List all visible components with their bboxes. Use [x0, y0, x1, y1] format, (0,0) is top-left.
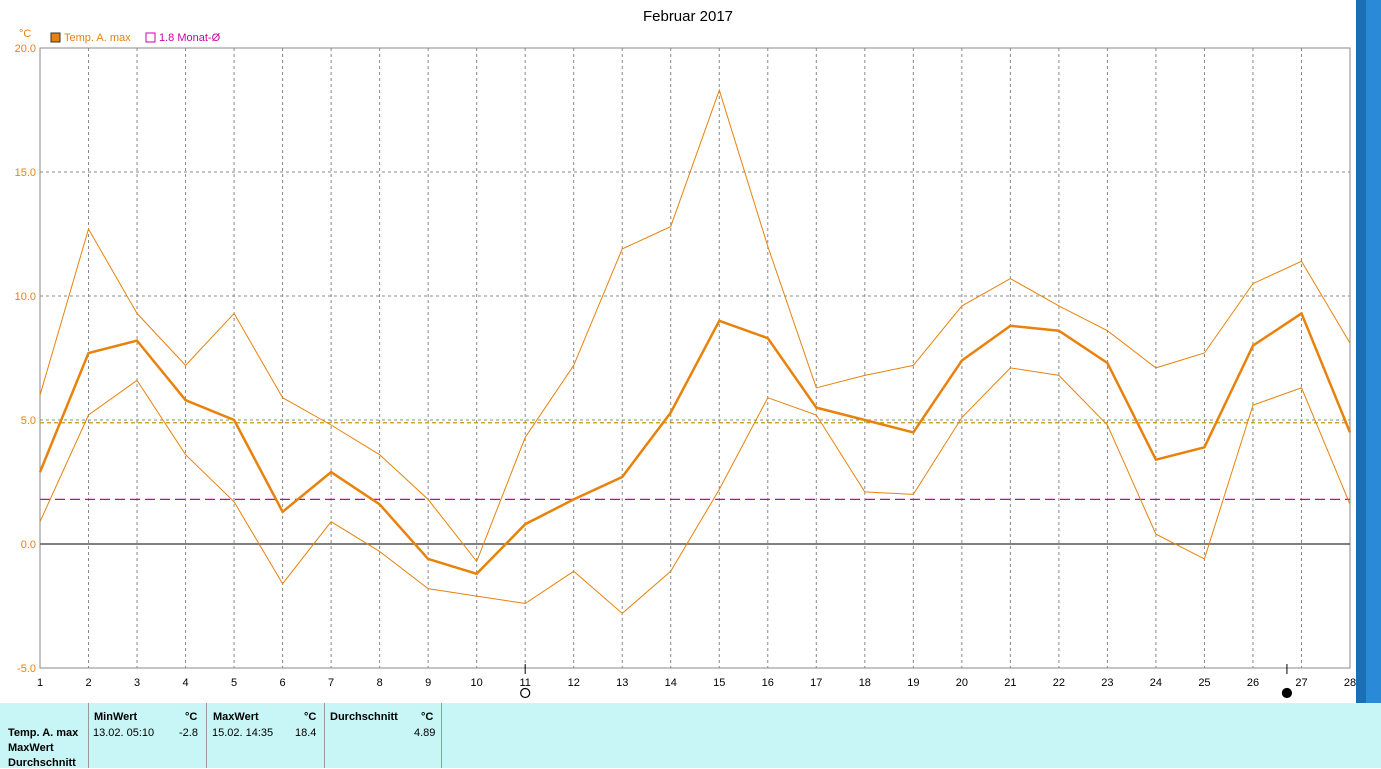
legend: Temp. A. max 1.8 Monat-Ø	[50, 32, 221, 44]
x-tick-label: 27	[1295, 677, 1307, 689]
avg-value: 4.89	[414, 727, 436, 739]
x-tick-label: 16	[762, 677, 774, 689]
full-moon-icon	[520, 687, 531, 699]
y-tick-label: 5.0	[21, 415, 36, 427]
min-time: 13.02. 05:10	[93, 727, 155, 739]
grid	[40, 48, 1350, 668]
x-tick-label: 20	[956, 677, 968, 689]
x-tick-label: 21	[1004, 677, 1016, 689]
series-line-lower	[39, 367, 1351, 615]
min-value: -2.8	[179, 727, 198, 739]
axes: 20.015.010.05.00.0-5.01 2 3 4 5 6 7 8 9 10 11 12 13 1…	[15, 43, 1356, 699]
x-tick-label: 12	[568, 677, 580, 689]
x-tick-label: 23	[1101, 677, 1113, 689]
stats-panel: Temp. A. max MaxWert Durchschnitt MinWer…	[0, 703, 1381, 769]
chart-title: Februar 2017	[643, 8, 733, 25]
max-unit: °C	[304, 711, 317, 723]
x-tick-label: 5	[231, 677, 237, 689]
series-line-main	[38, 311, 1352, 576]
legend-label: Temp. A. max	[64, 32, 131, 44]
x-tick-label: 13	[616, 677, 628, 689]
x-tick-label: 10	[471, 677, 483, 689]
y-tick-label: 0.0	[21, 539, 36, 551]
x-tick-label: 1	[37, 677, 43, 689]
row-label-avg: Durchschnitt	[8, 757, 76, 769]
x-tick-label: 22	[1053, 677, 1065, 689]
x-tick-label: 15	[713, 677, 725, 689]
row-label-temp: Temp. A. max	[8, 727, 79, 739]
stats-label-column: Temp. A. max MaxWert Durchschnitt	[0, 703, 89, 769]
row-label-max: MaxWert	[8, 742, 54, 754]
x-tick-label: 17	[810, 677, 822, 689]
reference-lines	[40, 422, 1350, 500]
y-axis-unit: °C	[19, 28, 31, 40]
avg-header: Durchschnitt	[330, 711, 398, 723]
x-tick-label: 19	[907, 677, 919, 689]
x-tick-label: 8	[377, 677, 383, 689]
min-header: MinWert	[94, 711, 138, 723]
x-tick-label: 14	[665, 677, 677, 689]
x-tick-label: 9	[425, 677, 431, 689]
x-tick-label: 24	[1150, 677, 1162, 689]
legend-swatch	[145, 32, 156, 43]
y-tick-label: 15.0	[15, 167, 36, 179]
y-tick-label: 10.0	[15, 291, 36, 303]
x-tick-label: 2	[85, 677, 91, 689]
x-tick-label: 25	[1198, 677, 1210, 689]
x-tick-label: 18	[859, 677, 871, 689]
new-moon-icon	[1281, 687, 1293, 699]
max-value: 18.4	[295, 727, 317, 739]
series-line-upper	[39, 88, 1351, 563]
stats-min-column: MinWert °C 13.02. 05:10 -2.8	[88, 703, 207, 768]
plot-area	[39, 47, 1351, 669]
avg-unit: °C	[421, 711, 434, 723]
x-tick-label: 4	[182, 677, 188, 689]
legend-label: 1.8 Monat-Ø	[159, 32, 221, 44]
x-tick-label: 11	[519, 677, 530, 689]
x-tick-label: 6	[280, 677, 286, 689]
y-tick-label: 20.0	[15, 43, 36, 55]
stats-avg-column: Durchschnitt °C 4.89	[325, 703, 442, 768]
x-tick-label: 3	[134, 677, 140, 689]
legend-swatch	[50, 32, 61, 43]
max-header: MaxWert	[213, 711, 259, 723]
x-tick-label: 7	[328, 677, 334, 689]
x-tick-label: 28	[1344, 677, 1356, 689]
temperature-chart: 20.015.010.05.00.0-5.01 2 3 4 5 6 7 8 9 10 11 12 13 1…	[15, 8, 1356, 699]
window-edge	[1356, 0, 1381, 703]
max-time: 15.02. 14:35	[212, 727, 274, 739]
series	[38, 88, 1352, 615]
min-unit: °C	[185, 711, 198, 723]
y-tick-label: -5.0	[17, 663, 36, 675]
x-tick-label: 26	[1247, 677, 1259, 689]
stats-max-column: MaxWert °C 15.02. 14:35 18.4	[207, 703, 325, 768]
